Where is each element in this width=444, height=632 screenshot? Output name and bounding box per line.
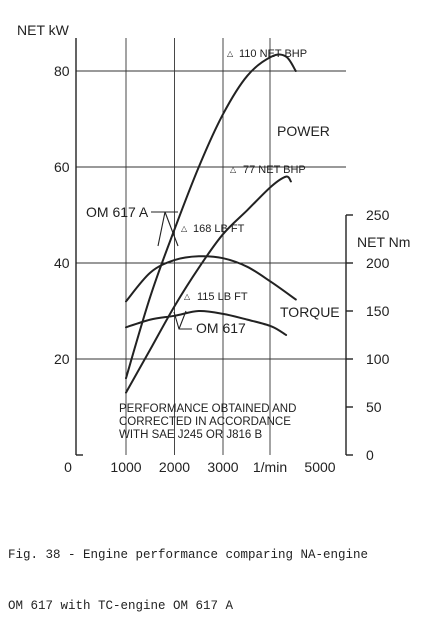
left-tick-label: 20 — [54, 351, 70, 367]
grid — [76, 38, 346, 455]
caption-line-1: Fig. 38 - Engine performance comparing N… — [8, 548, 369, 562]
note-line-2: CORRECTED IN ACCORDANCE — [119, 416, 291, 428]
right-tick-label: 50 — [366, 399, 382, 415]
tc-engine-callout: OM 617 A — [86, 204, 179, 247]
tc-engine-leader — [151, 211, 179, 247]
caption-line-2: OM 617 with TC-engine OM 617 A — [8, 599, 234, 613]
left-tick-label: 40 — [54, 255, 70, 271]
torque-label: TORQUE — [280, 304, 340, 320]
x-axis-unit-label: 1/min — [253, 459, 287, 475]
right-tick-label: 250 — [366, 207, 390, 223]
torque-line-om-617 — [125, 309, 288, 336]
na-power-peak-label: 77 NET BHP — [243, 164, 306, 176]
torque-line-om-617-a — [125, 255, 297, 303]
test-standard-note: PERFORMANCE OBTAINED AND CORRECTED IN AC… — [119, 403, 296, 441]
engine-performance-chart: 20 40 60 80 0 50 100 150 200 250 0 1000 2000 3000 5000… — [17, 22, 410, 475]
na-torque-peak-annotation: △ 115 LB FT — [184, 291, 248, 303]
na-engine-leader — [173, 310, 192, 330]
tc-power-peak-label: 110 NET BHP — [239, 48, 307, 60]
x-tick-label: 0 — [64, 459, 72, 475]
power-label: POWER — [277, 123, 330, 139]
left-axis-title: NET kW — [17, 22, 70, 38]
tc-power-peak-annotation: △ 110 NET BHP — [227, 48, 307, 60]
right-tick-label: 200 — [366, 255, 390, 271]
tc-torque-peak-label: 168 LB FT — [193, 223, 245, 235]
left-tick-label: 60 — [54, 159, 70, 175]
tc-torque-peak-annotation: △ 168 LB FT — [181, 223, 245, 235]
x-tick-label: 5000 — [304, 459, 335, 475]
tick-labels: 20 40 60 80 0 50 100 150 200 250 0 1000 2000 3000 5000… — [54, 63, 390, 475]
right-tick-label: 150 — [366, 303, 390, 319]
figure-caption: Fig. 38 - Engine performance comparing N… — [8, 513, 438, 632]
series-lines — [125, 53, 297, 394]
na-torque-peak-label: 115 LB FT — [197, 291, 248, 303]
triangle-icon: △ — [184, 292, 191, 301]
x-tick-label: 1000 — [110, 459, 141, 475]
na-power-peak-annotation: △ 77 NET BHP — [230, 164, 306, 176]
annotations: NET kW NET Nm POWER TORQUE △ 110 NET BHP… — [17, 22, 410, 441]
axes — [75, 38, 347, 456]
x-tick-label: 3000 — [207, 459, 238, 475]
right-tick-label: 0 — [366, 447, 374, 463]
note-line-3: WITH SAE J245 OR J816 B — [119, 429, 262, 441]
triangle-icon: △ — [227, 49, 234, 58]
right-tick-label: 100 — [366, 351, 390, 367]
power-line-om-617-a — [125, 53, 297, 380]
na-engine-label: OM 617 — [196, 320, 246, 336]
note-line-1: PERFORMANCE OBTAINED AND — [119, 403, 296, 415]
na-engine-callout: OM 617 — [173, 310, 246, 336]
left-tick-label: 80 — [54, 63, 70, 79]
tc-engine-label: OM 617 A — [86, 204, 149, 220]
triangle-icon: △ — [181, 224, 188, 233]
triangle-icon: △ — [230, 165, 237, 174]
right-axis-title: NET Nm — [357, 234, 410, 250]
x-tick-label: 2000 — [159, 459, 190, 475]
power-line-om-617 — [125, 175, 292, 394]
